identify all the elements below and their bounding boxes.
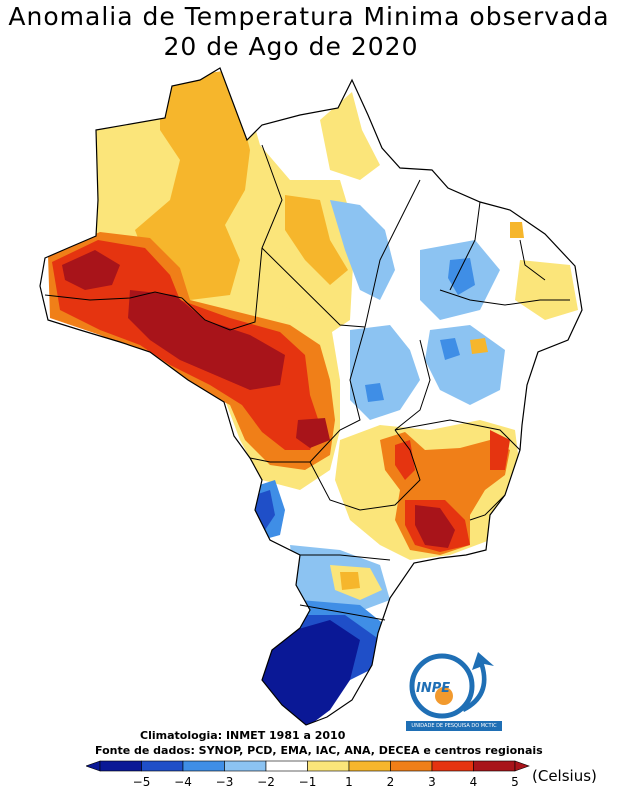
strong-warm-rondonia <box>128 290 285 390</box>
legend-swatch <box>224 760 267 772</box>
color-legend: −5 −4 −3 −2 −1 1 2 3 4 5 <box>86 760 530 789</box>
legend-left-arrow <box>86 760 101 772</box>
cool2-northeast <box>448 258 475 295</box>
map-date: 20 de Ago de 2020 <box>163 32 419 61</box>
warm1-amapa <box>320 92 380 180</box>
inpe-logo: INPE <box>409 652 494 719</box>
map-title: Anomalia de Temperatura Minima observada <box>8 2 610 31</box>
strong-warm-sp <box>415 505 455 548</box>
legend-tick-label: −2 <box>257 775 275 789</box>
anomaly-map <box>39 67 583 726</box>
anomaly-field <box>48 70 578 725</box>
legend-units: (Celsius) <box>532 767 597 785</box>
legend-swatch <box>348 760 391 772</box>
data-sources-credit: Fonte de dados: SYNOP, PCD, EMA, IAC, AN… <box>95 744 543 757</box>
cool1-northeast-a <box>330 200 395 300</box>
warm2-parana <box>340 572 360 590</box>
warm2-para <box>285 195 348 285</box>
legend-tick-label: −5 <box>133 775 151 789</box>
legend-tick-label: 2 <box>387 775 395 789</box>
legend-swatch <box>265 760 308 772</box>
legend-swatch <box>307 760 350 772</box>
logo-text: INPE <box>416 681 450 696</box>
legend-tick-label: −3 <box>216 775 234 789</box>
warm2-amazonas <box>135 70 250 300</box>
legend-tick-label: −1 <box>299 775 317 789</box>
legend-swatch <box>431 760 474 772</box>
legend-swatch <box>99 760 142 772</box>
legend-tick-label: 1 <box>345 775 353 789</box>
legend-right-arrow <box>514 760 530 772</box>
legend-swatch <box>473 760 516 772</box>
legend-tick-label: 3 <box>428 775 436 789</box>
climatology-credit: Climatologia: INMET 1981 a 2010 <box>140 729 346 742</box>
strong-warm-mt <box>296 418 330 448</box>
logo-ring <box>409 653 475 719</box>
legend-tick-label: 4 <box>470 775 478 789</box>
logo-sun <box>435 687 453 705</box>
legend-tick-label: −4 <box>174 775 192 789</box>
legend-swatch <box>390 760 433 772</box>
cool5-rgs <box>258 620 360 725</box>
state-borders <box>44 144 570 621</box>
warm1-ne-coast <box>515 260 578 320</box>
logo-arrow <box>462 652 494 712</box>
legend-swatch <box>182 760 225 772</box>
strong-warm-acre <box>62 250 120 290</box>
logo-subtitle: UNIDADE DE PESQUISA DO MCTIC <box>406 721 502 731</box>
legend-swatch <box>141 760 184 772</box>
cool2-bahia <box>365 338 460 402</box>
legend-tick-label: 5 <box>511 775 519 789</box>
